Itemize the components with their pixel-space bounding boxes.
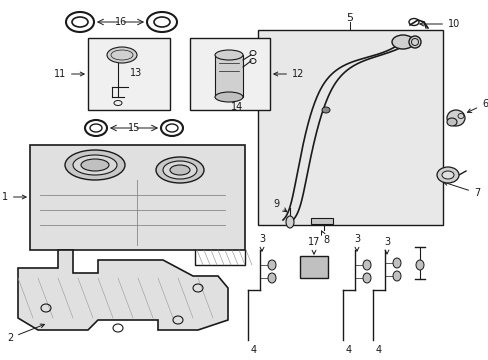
Ellipse shape — [156, 157, 203, 183]
Text: 4: 4 — [375, 345, 381, 355]
Ellipse shape — [415, 260, 423, 270]
Text: 4: 4 — [345, 345, 351, 355]
Text: 16: 16 — [115, 17, 127, 27]
Ellipse shape — [446, 118, 456, 126]
Ellipse shape — [215, 92, 243, 102]
Text: 17: 17 — [307, 237, 320, 254]
Ellipse shape — [170, 165, 190, 175]
Text: 11: 11 — [54, 69, 84, 79]
Bar — [258, 30, 442, 225]
Text: 5: 5 — [346, 13, 353, 23]
Ellipse shape — [392, 258, 400, 268]
Ellipse shape — [321, 107, 329, 113]
Ellipse shape — [391, 35, 413, 49]
Text: 3: 3 — [259, 234, 264, 251]
Ellipse shape — [267, 260, 275, 270]
Bar — [310, 218, 332, 224]
Ellipse shape — [65, 150, 125, 180]
Ellipse shape — [215, 50, 243, 60]
Text: 13: 13 — [130, 68, 142, 78]
Text: 7: 7 — [443, 181, 479, 198]
Text: 3: 3 — [383, 237, 389, 254]
Bar — [88, 38, 170, 110]
Text: 10: 10 — [419, 19, 459, 29]
Ellipse shape — [392, 271, 400, 281]
Ellipse shape — [436, 167, 458, 183]
Text: 3: 3 — [353, 234, 359, 251]
Ellipse shape — [408, 36, 420, 48]
Ellipse shape — [73, 155, 117, 175]
Text: 6: 6 — [467, 99, 487, 112]
Text: 4: 4 — [250, 345, 257, 355]
Bar — [215, 55, 243, 97]
Text: 12: 12 — [273, 69, 304, 79]
Text: 14: 14 — [230, 102, 243, 112]
Bar — [30, 145, 244, 250]
Bar — [190, 38, 269, 110]
Ellipse shape — [163, 161, 197, 179]
Ellipse shape — [362, 273, 370, 283]
Ellipse shape — [446, 110, 464, 126]
Polygon shape — [18, 250, 227, 330]
Text: 1: 1 — [2, 192, 26, 202]
Ellipse shape — [441, 171, 453, 179]
Text: 9: 9 — [272, 199, 286, 212]
Ellipse shape — [81, 159, 109, 171]
Text: 8: 8 — [321, 231, 328, 245]
Ellipse shape — [267, 273, 275, 283]
Ellipse shape — [362, 260, 370, 270]
Text: 15: 15 — [127, 123, 140, 133]
Bar — [299, 256, 327, 278]
Ellipse shape — [107, 47, 137, 63]
Ellipse shape — [285, 216, 293, 228]
Text: 2: 2 — [7, 324, 44, 343]
